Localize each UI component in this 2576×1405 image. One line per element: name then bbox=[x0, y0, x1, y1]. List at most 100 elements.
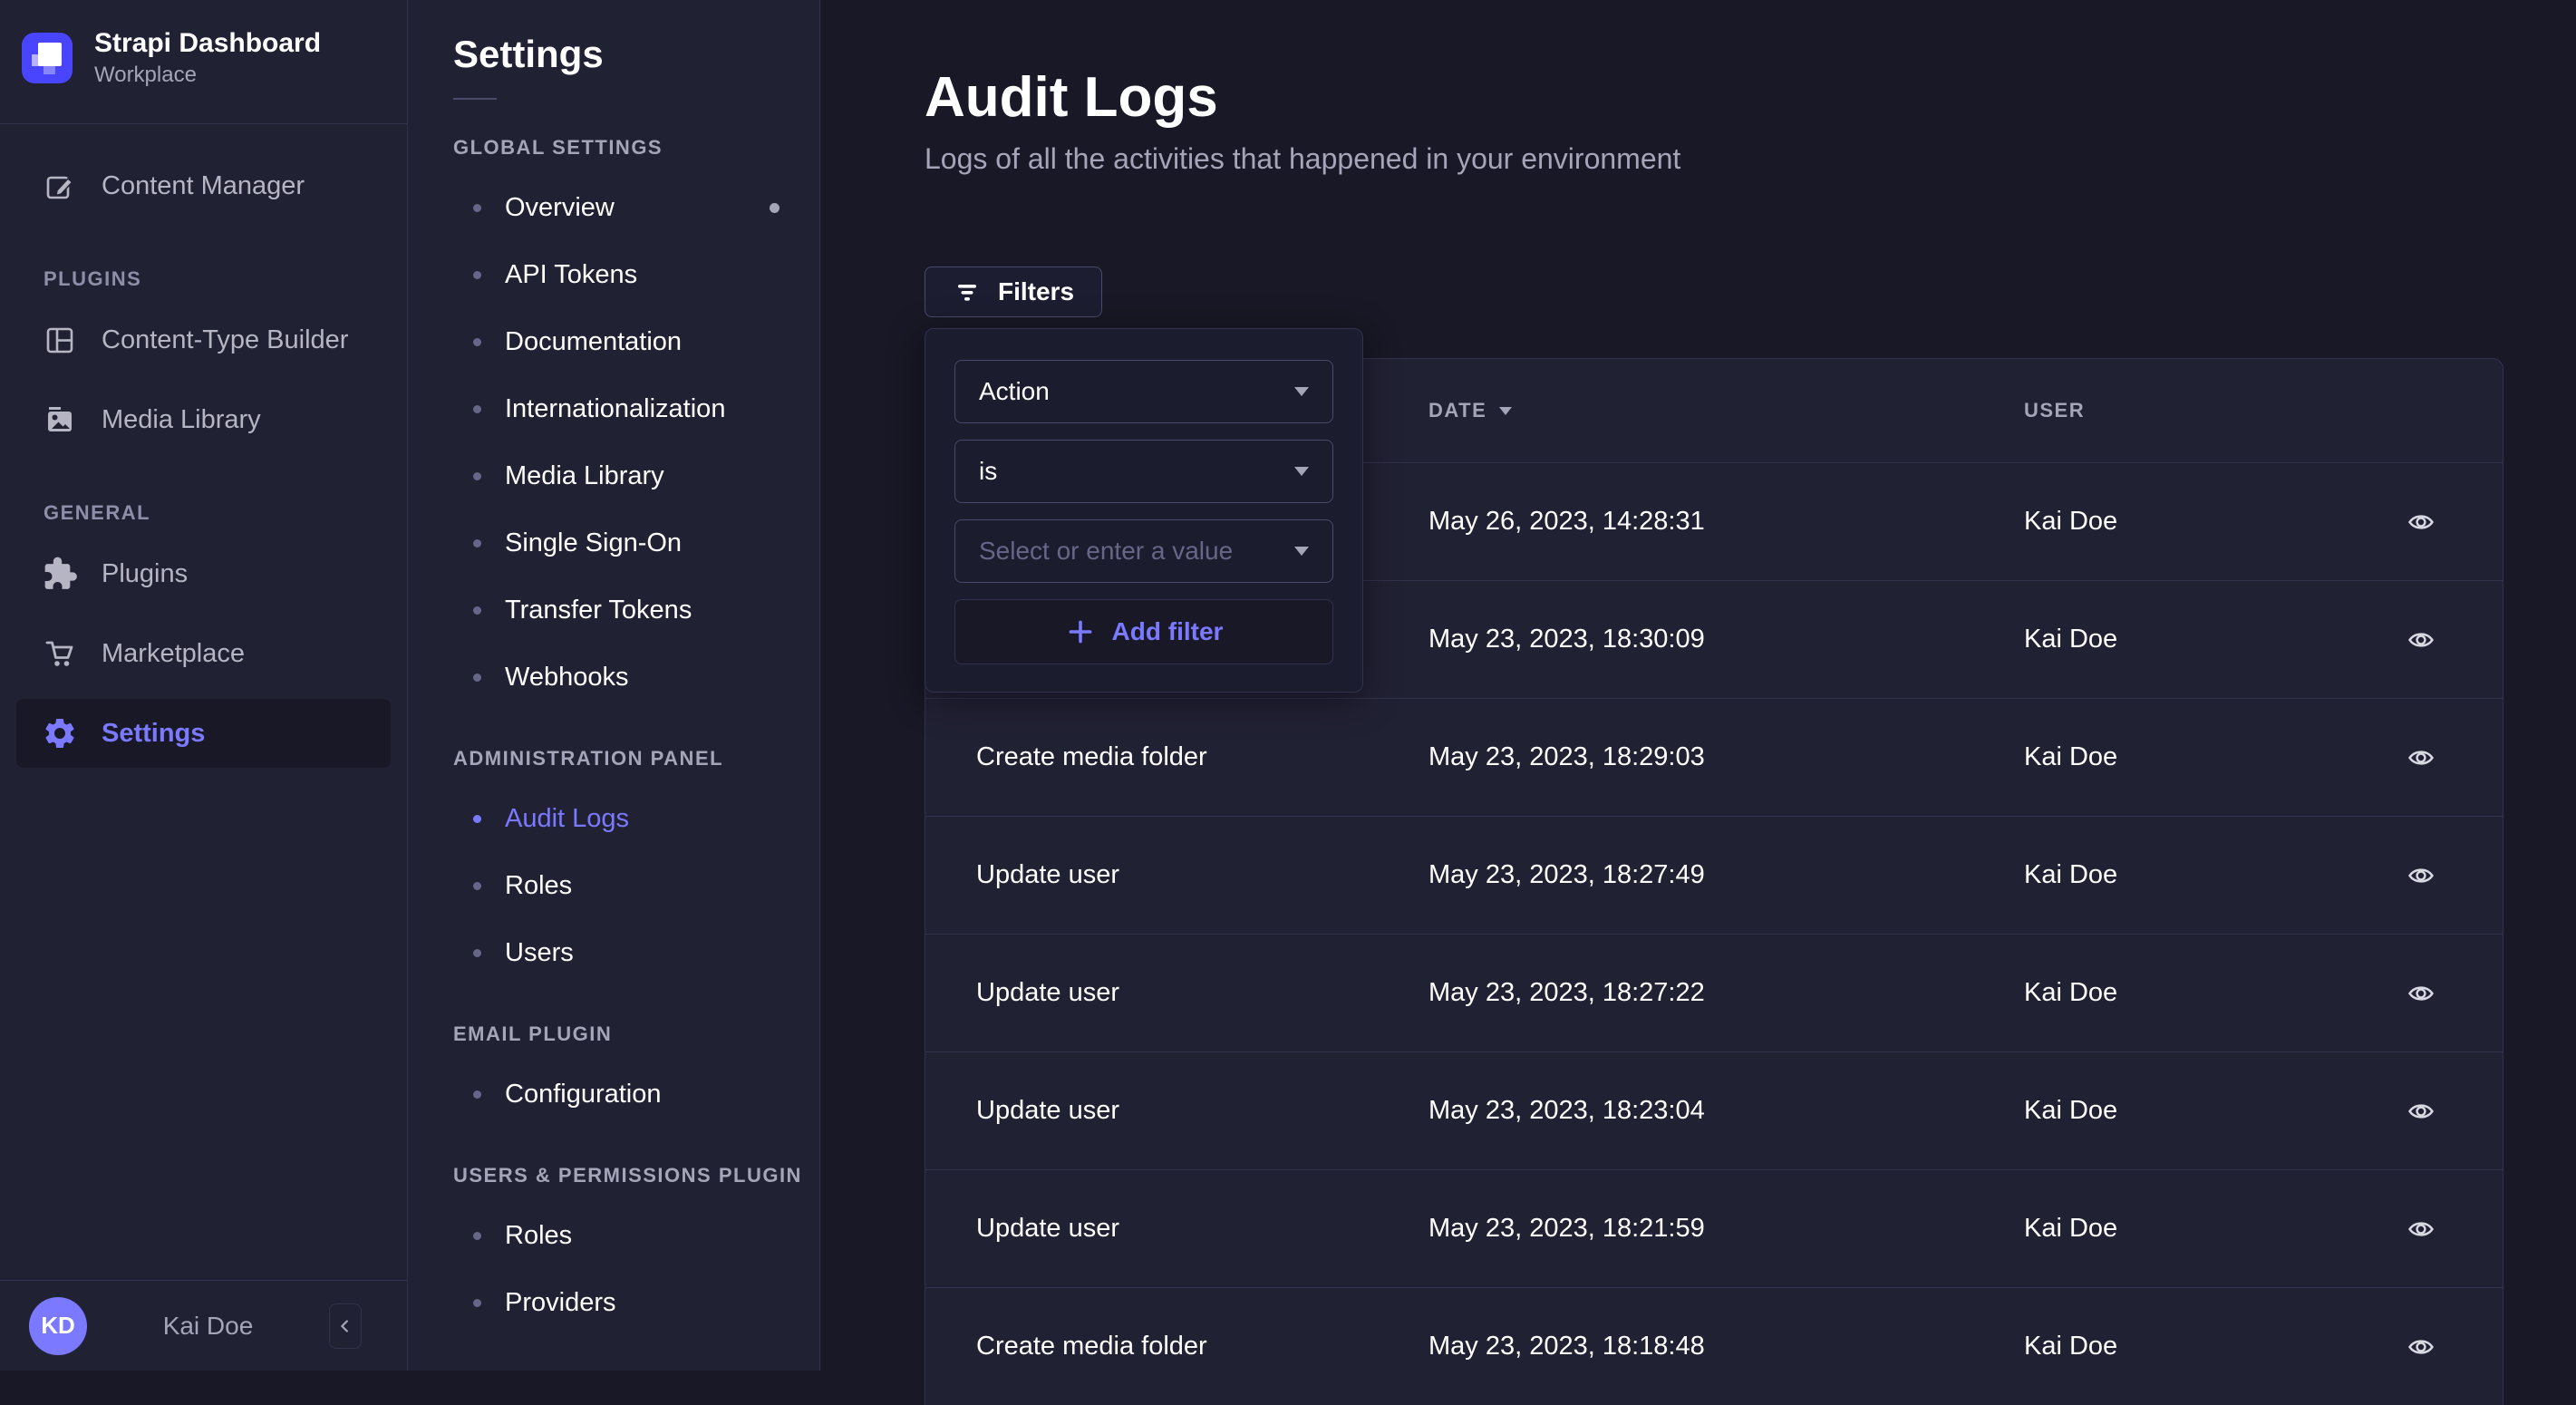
sidebar-item-settings[interactable]: Settings bbox=[16, 699, 391, 768]
layout-icon bbox=[42, 322, 78, 358]
subnav-item-audit-logs[interactable]: Audit Logs bbox=[453, 785, 819, 852]
bullet-icon bbox=[473, 815, 481, 823]
user-block: KD Kai Doe bbox=[0, 1280, 407, 1371]
view-log-button[interactable] bbox=[2401, 1327, 2441, 1367]
view-log-button[interactable] bbox=[2401, 502, 2441, 542]
eye-icon bbox=[2407, 743, 2436, 772]
bullet-icon bbox=[473, 271, 481, 279]
bullet-icon bbox=[473, 673, 481, 682]
subnav-section-administration-panel: ADMINISTRATION PANEL bbox=[453, 747, 819, 770]
subnav-item-transfer-tokens[interactable]: Transfer Tokens bbox=[453, 577, 819, 644]
view-log-button[interactable] bbox=[2401, 974, 2441, 1013]
sidebar-item-media-library[interactable]: Media Library bbox=[16, 385, 391, 454]
filter-value-placeholder: Select or enter a value bbox=[979, 537, 1233, 566]
table-row[interactable]: Create media folder May 23, 2023, 18:29:… bbox=[925, 698, 2503, 816]
subnav-item-overview[interactable]: Overview bbox=[453, 174, 819, 241]
filter-icon bbox=[953, 277, 982, 306]
settings-subnav-title: Settings bbox=[453, 34, 819, 74]
settings-subnav: Settings GLOBAL SETTINGS Overview API To… bbox=[408, 0, 820, 1371]
strapi-logo-icon bbox=[22, 33, 73, 83]
page-title: Audit Logs bbox=[925, 69, 2503, 127]
bullet-icon bbox=[473, 405, 481, 413]
subnav-item-configuration[interactable]: Configuration bbox=[453, 1061, 819, 1128]
gear-icon bbox=[42, 715, 78, 751]
view-log-button[interactable] bbox=[2401, 620, 2441, 660]
subnav-section-email-plugin: EMAIL PLUGIN bbox=[453, 1022, 819, 1046]
filter-popover: Action is Select or enter a value Add fi… bbox=[925, 328, 1363, 693]
filters-button-label: Filters bbox=[998, 277, 1074, 306]
workspace-brand[interactable]: Strapi Dashboard Workplace bbox=[0, 0, 407, 124]
bullet-icon bbox=[473, 539, 481, 547]
column-header-user: USER bbox=[2024, 399, 2401, 422]
sort-caret-down-icon bbox=[1499, 407, 1512, 415]
eye-icon bbox=[2407, 508, 2436, 537]
subnav-item-internationalization[interactable]: Internationalization bbox=[453, 375, 819, 442]
view-log-button[interactable] bbox=[2401, 1209, 2441, 1249]
plus-icon bbox=[1065, 616, 1096, 647]
view-log-button[interactable] bbox=[2401, 738, 2441, 778]
view-log-button[interactable] bbox=[2401, 1091, 2441, 1131]
filter-attribute-select[interactable]: Action bbox=[954, 360, 1333, 423]
sidebar-item-label: Content-Type Builder bbox=[102, 325, 348, 355]
bullet-icon bbox=[473, 338, 481, 346]
user-name: Kai Doe bbox=[87, 1312, 329, 1341]
sidebar-item-content-type-builder[interactable]: Content-Type Builder bbox=[16, 305, 391, 374]
subnav-item-roles[interactable]: Roles bbox=[453, 852, 819, 919]
table-row[interactable]: Update user May 23, 2023, 18:21:59 Kai D… bbox=[925, 1169, 2503, 1287]
table-row[interactable]: Update user May 23, 2023, 18:23:04 Kai D… bbox=[925, 1051, 2503, 1169]
bullet-icon bbox=[473, 882, 481, 890]
bullet-icon bbox=[473, 1090, 481, 1099]
sidebar-item-plugins[interactable]: Plugins bbox=[16, 539, 391, 608]
sidebar-item-marketplace[interactable]: Marketplace bbox=[16, 619, 391, 688]
sidebar-item-label: Media Library bbox=[102, 405, 261, 435]
subnav-item-providers[interactable]: Providers bbox=[453, 1269, 819, 1336]
main-sidebar: Strapi Dashboard Workplace Content Manag… bbox=[0, 0, 408, 1371]
table-row[interactable]: Update user May 23, 2023, 18:27:22 Kai D… bbox=[925, 934, 2503, 1051]
sidebar-item-content-manager[interactable]: Content Manager bbox=[16, 151, 391, 220]
chevron-down-icon bbox=[1294, 547, 1309, 556]
brand-text: Strapi Dashboard Workplace bbox=[94, 27, 321, 89]
divider bbox=[453, 98, 497, 100]
subnav-item-users[interactable]: Users bbox=[453, 919, 819, 986]
chevron-down-icon bbox=[1294, 467, 1309, 476]
filter-operator-select[interactable]: is bbox=[954, 440, 1333, 503]
subnav-item-single-sign-on[interactable]: Single Sign-On bbox=[453, 509, 819, 577]
subnav-item-webhooks[interactable]: Webhooks bbox=[453, 644, 819, 711]
bullet-icon bbox=[473, 204, 481, 212]
subnav-section-users-permissions-plugin: USERS & PERMISSIONS PLUGIN bbox=[453, 1164, 819, 1187]
bullet-icon bbox=[473, 606, 481, 615]
sidebar-item-label: Marketplace bbox=[102, 639, 245, 669]
subnav-item-documentation[interactable]: Documentation bbox=[453, 308, 819, 375]
subnav-item-api-tokens[interactable]: API Tokens bbox=[453, 241, 819, 308]
avatar[interactable]: KD bbox=[29, 1297, 87, 1355]
filter-value-select[interactable]: Select or enter a value bbox=[954, 519, 1333, 583]
table-row[interactable]: Create media folder May 23, 2023, 18:18:… bbox=[925, 1287, 2503, 1405]
collapse-sidebar-button[interactable] bbox=[329, 1303, 362, 1349]
chevron-left-icon bbox=[335, 1316, 355, 1336]
bullet-icon bbox=[473, 472, 481, 480]
eye-icon bbox=[2407, 979, 2436, 1008]
sidebar-section-general: GENERAL bbox=[44, 501, 391, 525]
filters-button[interactable]: Filters bbox=[925, 266, 1102, 317]
add-filter-label: Add filter bbox=[1112, 617, 1224, 646]
bullet-icon bbox=[473, 949, 481, 957]
sidebar-section-plugins: PLUGINS bbox=[44, 267, 391, 291]
subnav-item-up-roles[interactable]: Roles bbox=[453, 1202, 819, 1269]
view-log-button[interactable] bbox=[2401, 856, 2441, 896]
brand-subtitle: Workplace bbox=[94, 62, 321, 89]
sidebar-item-label: Settings bbox=[102, 719, 205, 749]
chevron-down-icon bbox=[1294, 387, 1309, 396]
subnav-item-media-library[interactable]: Media Library bbox=[453, 442, 819, 509]
eye-icon bbox=[2407, 1215, 2436, 1244]
subnav-section-global-settings: GLOBAL SETTINGS bbox=[453, 136, 819, 160]
column-header-date[interactable]: DATE bbox=[1428, 399, 2024, 422]
eye-icon bbox=[2407, 1332, 2436, 1361]
add-filter-button[interactable]: Add filter bbox=[954, 599, 1333, 664]
bullet-icon bbox=[473, 1299, 481, 1307]
image-icon bbox=[42, 402, 78, 438]
brand-title: Strapi Dashboard bbox=[94, 27, 321, 60]
puzzle-icon bbox=[42, 556, 78, 592]
cart-icon bbox=[42, 635, 78, 672]
pen-icon bbox=[42, 168, 78, 204]
table-row[interactable]: Update user May 23, 2023, 18:27:49 Kai D… bbox=[925, 816, 2503, 934]
